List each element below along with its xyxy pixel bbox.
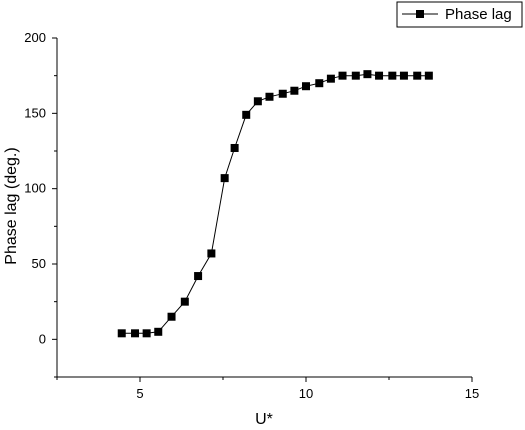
data-point xyxy=(375,71,384,80)
data-point xyxy=(278,89,287,98)
data-point xyxy=(207,249,216,258)
data-point xyxy=(338,71,347,80)
data-point xyxy=(242,110,251,119)
y-tick-label: 100 xyxy=(24,181,46,196)
legend: Phase lag xyxy=(396,1,523,28)
data-point xyxy=(265,92,274,101)
data-point xyxy=(117,329,126,338)
data-point xyxy=(180,297,189,306)
data-point xyxy=(351,71,360,80)
legend-label: Phase lag xyxy=(445,6,512,23)
data-point xyxy=(388,71,397,80)
y-axis-title: Phase lag (deg.) xyxy=(3,147,20,264)
data-point xyxy=(154,327,163,336)
series-layer xyxy=(117,70,433,338)
data-point xyxy=(230,143,239,152)
data-point xyxy=(194,272,203,281)
data-point xyxy=(167,312,176,321)
x-tick-label: 15 xyxy=(465,386,479,401)
x-ticks: 5 10 15 xyxy=(56,377,479,401)
y-tick-label: 150 xyxy=(24,105,46,120)
x-tick-label: 5 xyxy=(136,386,143,401)
x-axis-title: U* xyxy=(255,411,273,428)
y-tick-label: 200 xyxy=(24,30,46,45)
data-point xyxy=(302,82,310,91)
y-ticks: 0 50 100 150 200 xyxy=(24,30,57,378)
data-point xyxy=(315,79,324,88)
y-tick-label: 50 xyxy=(32,256,46,271)
data-point xyxy=(142,329,151,338)
data-point xyxy=(399,71,408,80)
data-point xyxy=(131,329,140,338)
legend-marker xyxy=(416,10,424,18)
y-tick-label: 0 xyxy=(39,331,46,346)
data-point xyxy=(253,97,262,106)
data-point xyxy=(290,86,299,95)
axes xyxy=(56,38,472,378)
legend-box xyxy=(396,1,523,28)
series-line xyxy=(121,73,429,334)
data-point xyxy=(424,71,433,80)
x-tick-label: 10 xyxy=(299,386,313,401)
data-point xyxy=(220,174,229,183)
data-point xyxy=(413,71,422,80)
data-point xyxy=(326,74,335,83)
data-point xyxy=(363,70,372,79)
